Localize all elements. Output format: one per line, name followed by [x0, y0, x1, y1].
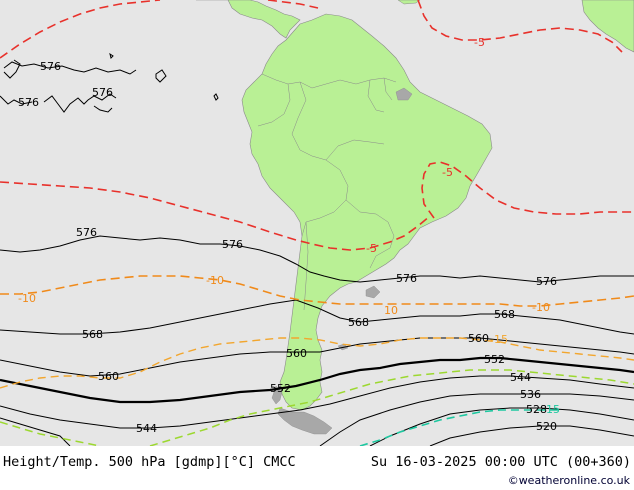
label-520-e: 520 — [536, 420, 557, 433]
label-576-nw3: 576 — [92, 86, 113, 99]
label-576-e1: 576 — [396, 272, 417, 285]
contour-520 — [429, 425, 634, 446]
map-parameter-title: Height/Temp. 500 hPa [gdmp][°C] CMCC — [3, 454, 296, 470]
label-t10-e1: 10 — [384, 304, 398, 317]
label-568-c: 568 — [348, 316, 369, 329]
caribbean-island — [397, 0, 421, 5]
label-536-e: 536 — [520, 388, 541, 401]
label-576-nw1: 576 — [40, 60, 61, 73]
isotherm-minus5-brazil — [421, 161, 634, 219]
label-t10-c: -10 — [206, 274, 224, 287]
south-america-land — [241, 13, 493, 411]
contour-576-small1 — [155, 69, 167, 83]
contour-576-nw-b — [3, 59, 21, 79]
label-t5-n: -5 — [474, 36, 485, 49]
label-t10-e2: -10 — [532, 301, 550, 314]
contour-568 — [0, 299, 634, 335]
height-labels: 576 576 576 576 576 576 576 568 568 568 … — [18, 60, 557, 435]
contour-552 — [0, 356, 634, 404]
label-568-w: 568 — [82, 328, 103, 341]
isotherm-minus5-north — [0, 0, 161, 59]
label-560-w: 560 — [98, 370, 119, 383]
uruguay-coast-grey — [365, 285, 381, 299]
label-576-e2: 576 — [536, 275, 557, 288]
label-544-e: 544 — [510, 371, 531, 384]
label-560-c: 560 — [286, 347, 307, 360]
label-576-nw2: 576 — [18, 96, 39, 109]
label-576-c: 576 — [222, 238, 243, 251]
isotherm-minus5-ne — [417, 0, 623, 53]
label-544-w: 544 — [136, 422, 157, 435]
temperature-labels: -5 -5 -5 -10 -10 10 -10 -15 -15 — [18, 36, 560, 416]
contour-528 — [369, 407, 634, 446]
chile-fjords — [271, 385, 283, 405]
map-valid-time: Su 16-03-2025 00:00 UTC (00+360) — [370, 454, 631, 470]
label-t5-c: -5 — [366, 242, 377, 255]
tierra-del-fuego — [277, 407, 333, 435]
contour-576-small2 — [213, 93, 219, 101]
isotherm-minus15 — [0, 337, 634, 389]
isotherm-minus5-north-b — [268, 0, 340, 8]
isotherm-minus10 — [0, 275, 634, 307]
contour-576 — [0, 235, 634, 283]
map-canvas: 576 576 576 576 576 576 576 568 568 568 … — [0, 0, 634, 446]
weather-map: 576 576 576 576 576 576 576 568 568 568 … — [0, 0, 634, 446]
map-footer: Height/Temp. 500 hPa [gdmp][°C] CMCC Su … — [0, 446, 634, 490]
label-576-w: 576 — [76, 226, 97, 239]
label-528-e: 528 — [526, 403, 547, 416]
contour-576-nw — [3, 61, 137, 75]
contour-544 — [0, 375, 634, 429]
contour-576-nw-c — [0, 93, 117, 113]
label-560-e: 560 — [468, 332, 489, 345]
contour-560 — [0, 337, 634, 377]
africa-land — [581, 0, 634, 53]
label-t10-w: -10 — [18, 292, 36, 305]
label-568-e: 568 — [494, 308, 515, 321]
label-552-e: 552 — [484, 353, 505, 366]
credit-link[interactable]: ©weatheronline.co.uk — [507, 474, 630, 487]
contour-576-nw-d — [93, 105, 113, 113]
label-t15-e: -15 — [542, 403, 560, 416]
label-t15-c: -15 — [490, 333, 508, 346]
isotherm-minus5-central — [0, 181, 431, 251]
central-america-land — [196, 0, 301, 39]
label-552-c: 552 — [270, 382, 291, 395]
label-t5-br: -5 — [442, 166, 453, 179]
country-borders — [257, 73, 397, 311]
contour-576-small3 — [109, 52, 114, 59]
isotherm-minus25 — [359, 409, 560, 446]
isotherm-minus20 — [0, 369, 634, 446]
caribbean-grey-islands — [395, 87, 413, 101]
